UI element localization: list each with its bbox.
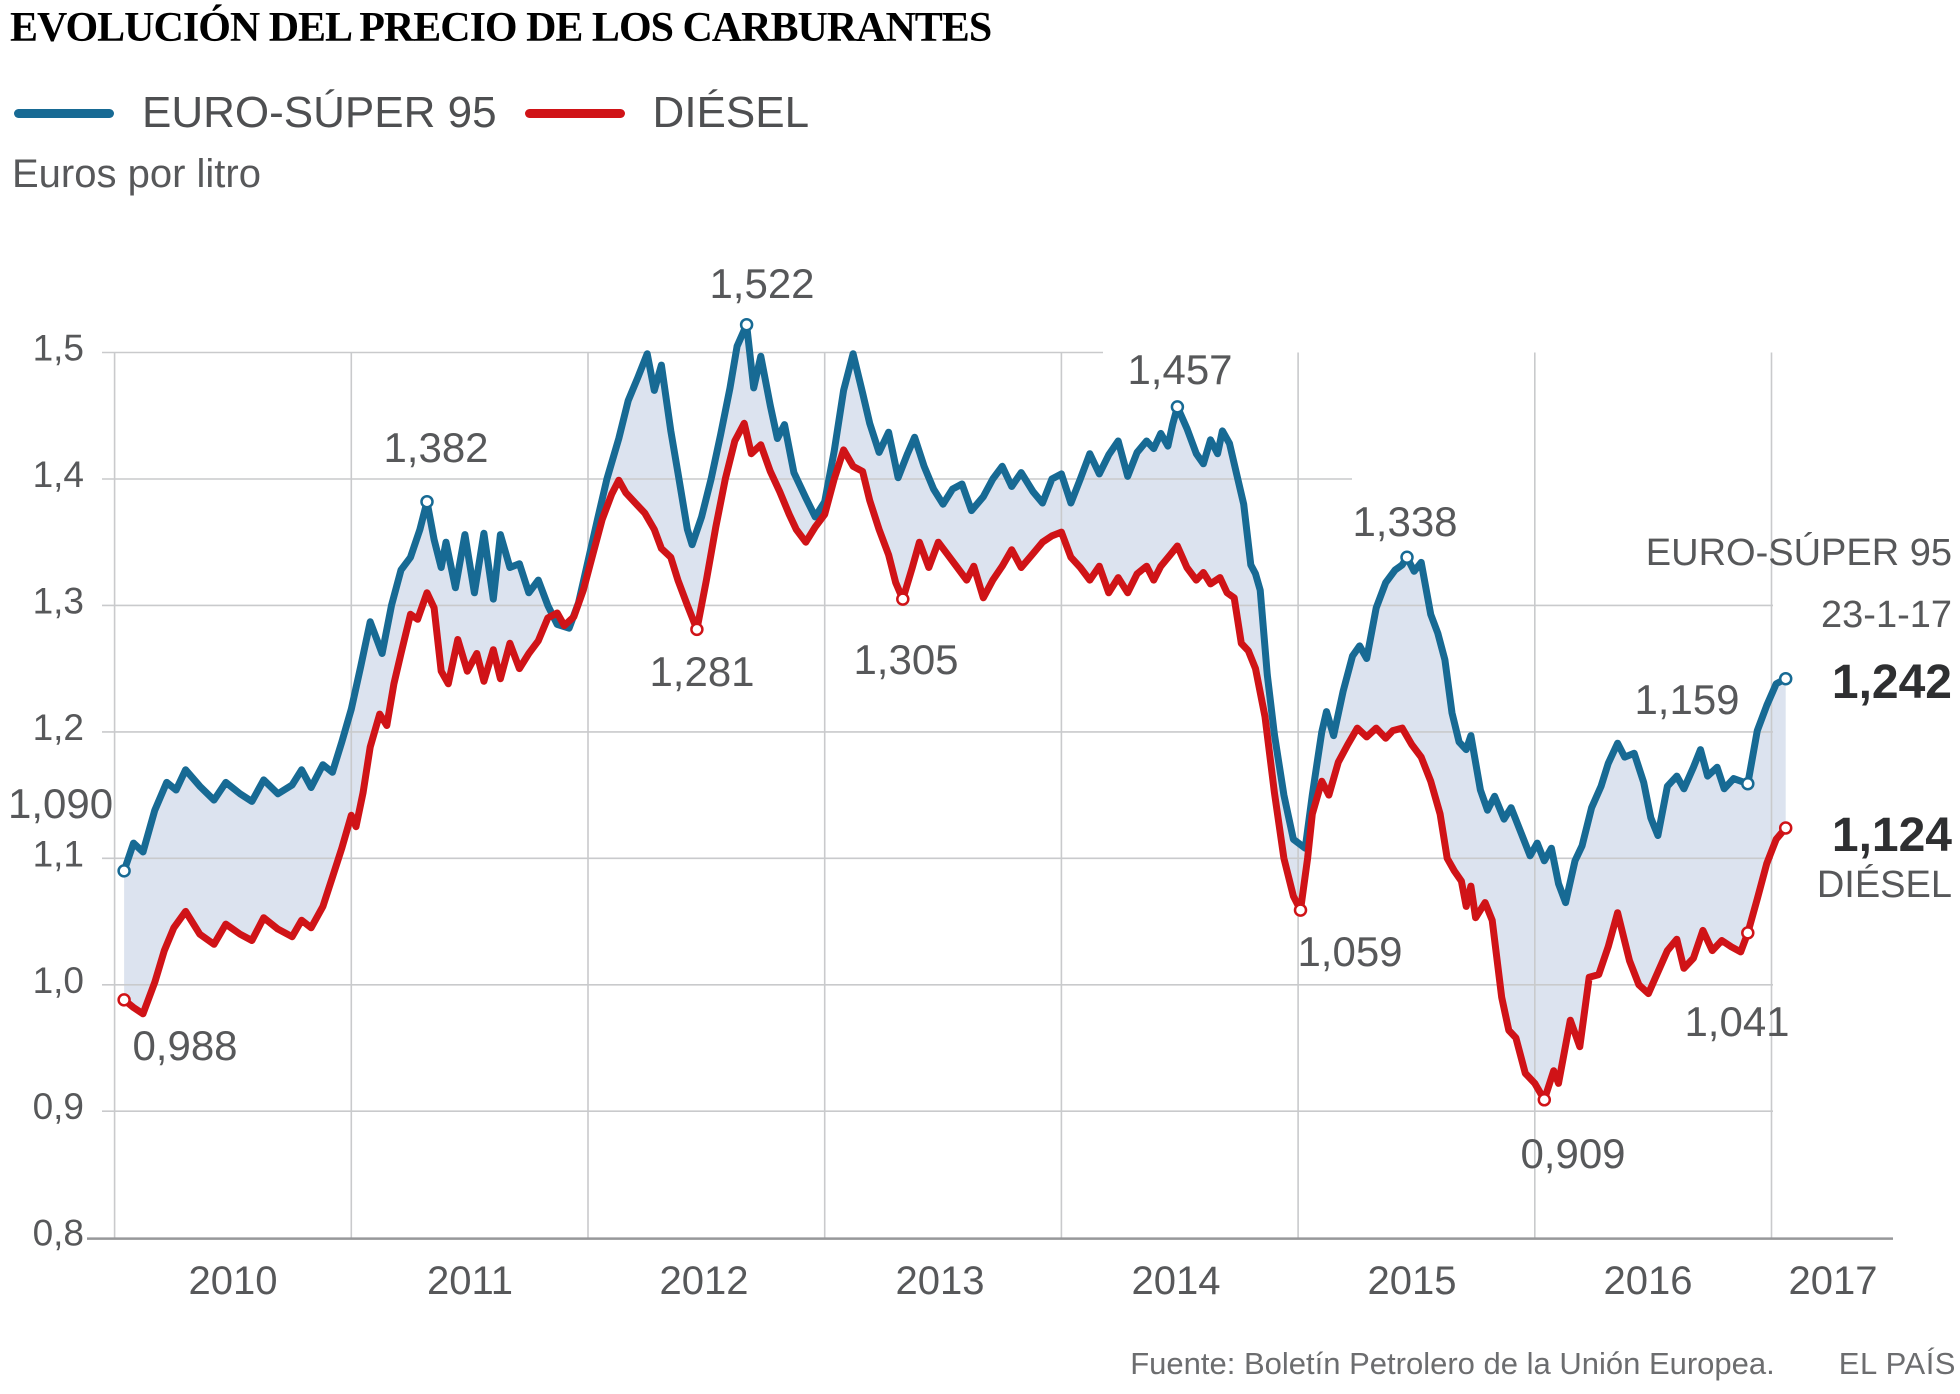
legend-item-diesel: DIÉSEL — [524, 88, 810, 138]
marker-DIÉSEL-0.909 — [1537, 1093, 1552, 1107]
legend-label-diesel: DIÉSEL — [652, 88, 810, 137]
x-tick-2015: 2015 — [1368, 1259, 1457, 1303]
series-line-EURO-SÚPER 95 — [120, 321, 1790, 907]
y-tick-1,5: 1,5 — [33, 328, 84, 369]
annotation-1,059: 1,059 — [1297, 928, 1402, 975]
y-tick-1,1: 1,1 — [33, 833, 84, 874]
annotation-1,382: 1,382 — [383, 424, 488, 471]
x-tick-2013: 2013 — [896, 1259, 985, 1303]
marker-EURO-SÚPER 95-1.09 — [117, 864, 131, 878]
publisher-brand: EL PAÍS — [1838, 1346, 1956, 1381]
legend: EURO-SÚPER 95 DIÉSEL — [14, 88, 809, 138]
y-tick-1,3: 1,3 — [33, 580, 84, 621]
fill-between-series — [124, 324, 1786, 1100]
marker-DIÉSEL-1.059 — [1293, 903, 1308, 917]
end-label-1,242: 1,242 — [1832, 656, 1952, 709]
legend-item-eurosuper: EURO-SÚPER 95 — [14, 88, 497, 138]
x-tick-2016: 2016 — [1604, 1259, 1693, 1303]
x-tick-2011: 2011 — [427, 1259, 513, 1303]
end-label-1,124: 1,124 — [1832, 809, 1952, 862]
annotation-1,159: 1,159 — [1634, 676, 1739, 723]
x-tick-2010: 2010 — [189, 1259, 278, 1303]
footer: Fuente: Boletín Petrolero de la Unión Eu… — [0, 1346, 1956, 1382]
marker-DIÉSEL-1.124 — [1778, 821, 1793, 835]
series-line-DIÉSEL — [120, 419, 1790, 1104]
marker-EURO-SÚPER 95-1.522 — [739, 317, 754, 332]
chart-title: EVOLUCIÓN DEL PRECIO DE LOS CARBURANTES — [10, 5, 992, 51]
marker-DIÉSEL-1.305 — [896, 592, 910, 606]
annotation-1,281: 1,281 — [649, 648, 754, 695]
annotation-1,090: 1,090 — [8, 780, 113, 827]
source-credit: Fuente: Boletín Petrolero de la Unión Eu… — [1130, 1346, 1775, 1381]
y-tick-1,0: 1,0 — [33, 960, 84, 1001]
marker-DIÉSEL-0.988 — [117, 993, 131, 1007]
annotation-0,988: 0,988 — [132, 1022, 237, 1069]
marker-EURO-SÚPER 95-1.382 — [420, 494, 434, 509]
marker-EURO-SÚPER 95-1.338 — [1400, 550, 1414, 565]
y-tick-1,2: 1,2 — [33, 707, 84, 748]
y-tick-0,9: 0,9 — [33, 1086, 84, 1127]
annotation-1,457: 1,457 — [1127, 346, 1232, 393]
marker-EURO-SÚPER 95-1.457 — [1170, 400, 1185, 414]
x-tick-2017: 2017 — [1789, 1259, 1878, 1303]
end-label-DIÉSEL: DIÉSEL — [1817, 863, 1952, 906]
annotation-1,305: 1,305 — [853, 636, 958, 683]
annotation-1,041: 1,041 — [1684, 998, 1789, 1045]
y-tick-1,4: 1,4 — [33, 454, 84, 495]
end-label-23-1-17: 23-1-17 — [1821, 594, 1952, 636]
x-tick-2014: 2014 — [1132, 1259, 1221, 1303]
marker-EURO-SÚPER 95-1.159 — [1741, 776, 1755, 791]
y-axis-unit-label: Euros por litro — [12, 152, 261, 196]
annotation-1,338: 1,338 — [1352, 498, 1457, 545]
end-label-EURO-SÚPER 95: EURO-SÚPER 95 — [1646, 531, 1952, 574]
x-tick-2012: 2012 — [660, 1259, 749, 1303]
marker-DIÉSEL-1.281 — [690, 622, 704, 637]
marker-EURO-SÚPER 95-1.242 — [1778, 671, 1793, 686]
eurosuper-line-swatch-icon — [14, 108, 114, 118]
marker-DIÉSEL-1.041 — [1741, 926, 1755, 940]
y-tick-0,8: 0,8 — [33, 1213, 84, 1254]
annotation-1,522: 1,522 — [709, 260, 814, 307]
diesel-line-swatch-icon — [524, 108, 625, 118]
annotation-0,909: 0,909 — [1520, 1130, 1625, 1177]
legend-label-eurosuper: EURO-SÚPER 95 — [142, 88, 497, 137]
